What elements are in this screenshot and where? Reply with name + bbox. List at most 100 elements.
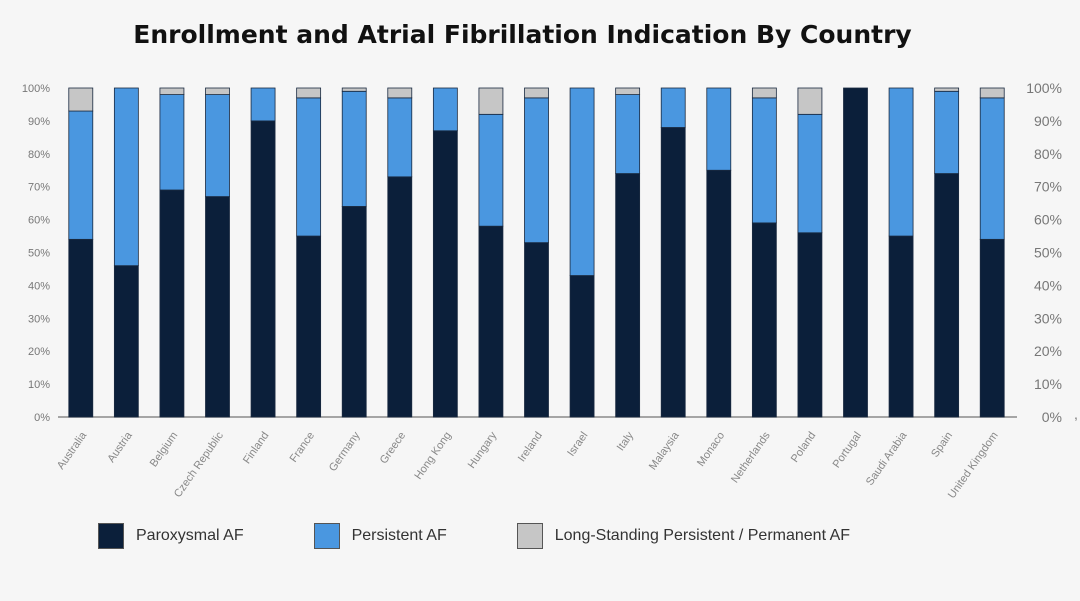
- chart-title: Enrollment and Atrial Fibrillation Indic…: [133, 20, 912, 49]
- x-tick-label: Austria: [105, 429, 135, 465]
- x-tick-label: Monaco: [695, 430, 727, 469]
- bar-segment-paroxysmal: [250, 120, 276, 418]
- bar-segment-long-standing: [68, 87, 94, 112]
- x-tick-label: Czech Republic: [172, 429, 226, 499]
- bar-segment-persistent: [797, 113, 823, 234]
- bar-segment-persistent: [68, 110, 94, 240]
- bar-segment-paroxysmal: [478, 225, 504, 418]
- x-tick-label: Belgium: [148, 430, 181, 469]
- bar-segment-paroxysmal: [660, 127, 686, 418]
- x-tick-label: Saudi Arabia: [864, 429, 910, 488]
- x-tick-label: United Kingdom: [946, 430, 1001, 501]
- y-tick-left: 70%: [28, 182, 50, 194]
- bar-segment-long-standing: [205, 87, 230, 95]
- bar-segment-paroxysmal: [797, 232, 823, 418]
- bar-segment-persistent: [296, 97, 322, 237]
- bar-segment-persistent: [934, 90, 960, 174]
- y-tick-right: 30%: [1034, 310, 1062, 326]
- bar-segment-long-standing: [979, 87, 1005, 99]
- bar-segment-persistent: [751, 97, 777, 224]
- bar-segment-persistent: [569, 87, 595, 276]
- x-tick-label: Greece: [378, 430, 409, 466]
- bar-segment-paroxysmal: [569, 275, 595, 418]
- bar-segment-paroxysmal: [751, 222, 777, 418]
- legend-swatch-paroxysmal: [98, 523, 124, 549]
- x-tick-label: Israel: [565, 430, 590, 459]
- bar-segment-paroxysmal: [706, 169, 732, 418]
- bar-segment-paroxysmal: [296, 235, 322, 418]
- bar-segment-long-standing: [797, 87, 823, 115]
- x-tick-label: Portugal: [831, 430, 864, 470]
- bar-segment-paroxysmal: [159, 189, 185, 418]
- bar-segment-paroxysmal: [205, 196, 230, 418]
- bar-segment-long-standing: [751, 87, 777, 99]
- legend-item-long-standing: Long-Standing Persistent / Permanent AF: [516, 523, 851, 549]
- bar-segment-persistent: [432, 87, 458, 132]
- bar-segment-persistent: [341, 90, 367, 207]
- x-tick-label: Malaysia: [647, 429, 682, 472]
- legend-label-long-standing: Long-Standing Persistent / Permanent AF: [554, 527, 851, 544]
- x-tick-label: Germany: [327, 429, 363, 473]
- bar-segment-paroxysmal: [934, 173, 960, 418]
- bar-segment-persistent: [113, 87, 139, 267]
- bar-segment-paroxysmal: [432, 130, 458, 418]
- legend-label-paroxysmal: Paroxysmal AF: [136, 527, 244, 544]
- bar-segment-paroxysmal: [113, 265, 139, 418]
- y-tick-left: 50%: [28, 248, 50, 260]
- bar-segment-persistent: [159, 94, 185, 191]
- x-tick-label: France: [288, 430, 317, 465]
- y-tick-left: 20%: [28, 346, 50, 358]
- bar-segment-persistent: [250, 87, 276, 122]
- bar-segment-long-standing: [615, 87, 641, 95]
- legend-swatch-persistent: [313, 523, 340, 549]
- y-tick-right: 100%: [1026, 80, 1062, 96]
- legend-swatch-long-standing: [516, 523, 543, 549]
- bar-segment-long-standing: [387, 87, 413, 99]
- stacked-bar-chart: 0% 0% 10% 10% 20% 20% 30% 30% 40% 40% 50% 50% 60% 60%…: [22, 80, 1078, 501]
- x-tick-label: Netherlands: [729, 429, 773, 485]
- bar-segment-persistent: [706, 87, 732, 171]
- bar-segment-persistent: [205, 94, 230, 197]
- legend-item-paroxysmal: Paroxysmal AF: [98, 523, 244, 549]
- y-tick-left: 10%: [28, 379, 50, 391]
- bar-segment-paroxysmal: [888, 235, 914, 418]
- bar-segment-persistent: [524, 97, 549, 244]
- bar-segment-persistent: [615, 94, 641, 174]
- y-tick-right: 80%: [1034, 146, 1062, 162]
- bar-segment-persistent: [888, 87, 914, 237]
- bar-segment-long-standing: [524, 87, 549, 99]
- y-tick-left: 100%: [22, 83, 50, 95]
- chart-legend: Paroxysmal AF Persistent AF Long-Standin…: [98, 520, 920, 552]
- x-tick-label: Hungary: [466, 429, 500, 470]
- y-tick-left: 0%: [34, 412, 50, 424]
- bar-segment-paroxysmal: [68, 238, 94, 418]
- bar-segment-paroxysmal: [341, 206, 367, 418]
- y-tick-left: 80%: [28, 149, 50, 161]
- y-tick-right: 40%: [1034, 277, 1062, 293]
- x-tick-label: Finland: [241, 430, 272, 466]
- legend-item-persistent: Persistent AF: [313, 523, 447, 549]
- bar-segment-persistent: [979, 97, 1005, 240]
- y-tick-right: 0%: [1042, 409, 1062, 425]
- y-tick-right: 20%: [1034, 343, 1062, 359]
- bar-segment-persistent: [478, 113, 504, 227]
- y-tick-left: 90%: [28, 116, 50, 128]
- x-tick-label: Spain: [929, 430, 955, 460]
- x-tick-label: Hong Kong: [412, 430, 453, 482]
- y-tick-left: 40%: [28, 280, 50, 292]
- bar-segment-paroxysmal: [524, 242, 549, 418]
- bar-segment-long-standing: [478, 87, 504, 115]
- y-tick-right: 90%: [1034, 113, 1062, 129]
- x-tick-label: Italy: [615, 429, 637, 453]
- x-tick-label: Ireland: [516, 430, 545, 464]
- bar-segment-paroxysmal: [843, 87, 868, 418]
- bar-segment-long-standing: [341, 87, 367, 92]
- y-tick-left: 60%: [28, 215, 50, 227]
- x-tick-label: Australia: [55, 429, 90, 472]
- bar-segment-persistent: [387, 97, 413, 178]
- bar-segment-persistent: [660, 87, 686, 128]
- bar-segment-long-standing: [159, 87, 185, 95]
- y-tick-left: 30%: [28, 313, 50, 325]
- y-tick-right: 70%: [1034, 179, 1062, 195]
- bar-segment-paroxysmal: [979, 238, 1005, 418]
